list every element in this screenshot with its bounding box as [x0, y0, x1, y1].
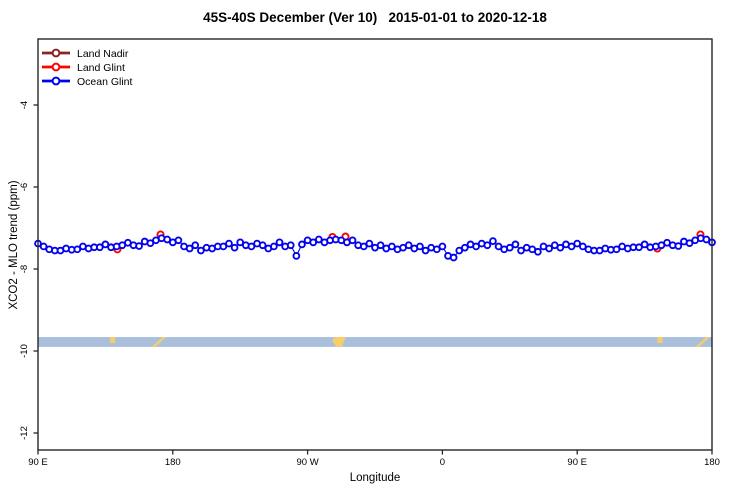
x-tick-label: 90 W	[297, 457, 319, 468]
ocean-glint-point	[101, 240, 110, 249]
ocean-glint-point	[174, 236, 183, 245]
chart-title: 45S-40S December (Ver 10) 2015-01-01 to …	[203, 10, 547, 25]
ocean-glint-point	[73, 245, 82, 254]
ocean-glint-point	[314, 235, 323, 244]
ocean-glint-point	[292, 252, 301, 260]
ocean-glint-point	[348, 236, 357, 245]
x-tick-label: 90 E	[567, 457, 587, 468]
ocean-glint-point	[567, 242, 576, 251]
ocean-glint-point	[612, 245, 621, 254]
ocean-glint-point	[702, 235, 711, 244]
ocean-glint-point	[416, 242, 424, 251]
y-tick-label: -8	[19, 265, 30, 273]
y-tick-label: -4	[19, 101, 30, 109]
legend-marker	[51, 48, 61, 58]
x-tick-label: 90 E	[28, 457, 48, 468]
ocean-glint-point	[635, 243, 643, 252]
ocean-glint-point	[494, 242, 503, 251]
ocean-glint-point	[674, 242, 683, 250]
ocean-glint-point	[298, 240, 306, 249]
ocean-glint-point	[247, 242, 256, 251]
ocean-glint-point	[258, 241, 267, 250]
ocean-glint-point	[578, 242, 587, 251]
ocean-glint-point	[534, 247, 542, 256]
map-band-land	[109, 337, 116, 344]
ocean-glint-point	[483, 241, 492, 250]
y-tick-label: -12	[19, 426, 30, 440]
ocean-glint-point	[197, 246, 205, 255]
y-tick-label: -6	[19, 183, 30, 191]
ocean-glint-point	[421, 246, 430, 255]
map-band-land	[657, 337, 663, 344]
ocean-glint-point	[432, 245, 441, 254]
ocean-glint-point	[461, 243, 469, 252]
map-band-land	[151, 337, 167, 347]
ocean-glint-point	[39, 242, 48, 251]
ocean-glint-point	[556, 243, 565, 252]
legend-item-label: Land Glint	[77, 62, 125, 74]
ocean-glint-point	[191, 241, 200, 250]
ocean-glint-point	[95, 243, 104, 252]
ocean-glint-point	[309, 238, 318, 247]
legend-marker	[51, 76, 61, 86]
y-tick-label: -10	[19, 344, 30, 358]
ocean-glint-point	[286, 241, 295, 250]
legend-marker	[51, 62, 61, 72]
ocean-glint-point	[511, 240, 520, 249]
ocean-glint-point	[236, 238, 245, 247]
ocean-glint-point	[438, 242, 447, 251]
ocean-glint-point	[219, 242, 228, 251]
x-axis-label: Longitude	[349, 472, 401, 484]
ocean-glint-point	[455, 246, 464, 255]
ocean-glint-point	[359, 242, 368, 251]
x-tick-label: 180	[704, 457, 720, 468]
ocean-glint-point	[270, 242, 278, 251]
ocean-glint-point	[685, 239, 694, 248]
ocean-glint-point	[135, 242, 143, 250]
ocean-glint-point	[449, 253, 458, 262]
legend-item-label: Land Nadir	[77, 48, 129, 60]
ocean-glint-point	[388, 242, 396, 251]
ocean-glint-point	[163, 235, 172, 244]
ocean-glint-point	[185, 244, 194, 253]
plot-frame	[37, 38, 713, 451]
ocean-glint-point	[225, 239, 233, 248]
map-band-land	[332, 337, 346, 347]
ocean-glint-point	[517, 246, 525, 255]
ocean-glint-point	[230, 243, 239, 252]
ocean-glint-point	[146, 239, 155, 248]
ocean-glint-point	[489, 237, 497, 245]
legend-item-label: Ocean Glint	[77, 76, 133, 88]
ocean-glint-point	[365, 239, 374, 248]
ocean-glint-point	[275, 238, 284, 247]
map-band-land	[695, 337, 710, 347]
ocean-glint-point	[640, 240, 649, 249]
ocean-glint-point	[376, 241, 385, 250]
map-band-ocean	[38, 337, 712, 347]
ocean-glint-point	[472, 242, 480, 251]
ocean-glint-point	[573, 239, 582, 248]
x-tick-label: 180	[165, 457, 181, 468]
ocean-glint-point	[505, 243, 514, 252]
ocean-glint-point	[404, 241, 413, 250]
ocean-glint-point	[545, 244, 553, 253]
x-tick-label: 0	[440, 457, 445, 468]
